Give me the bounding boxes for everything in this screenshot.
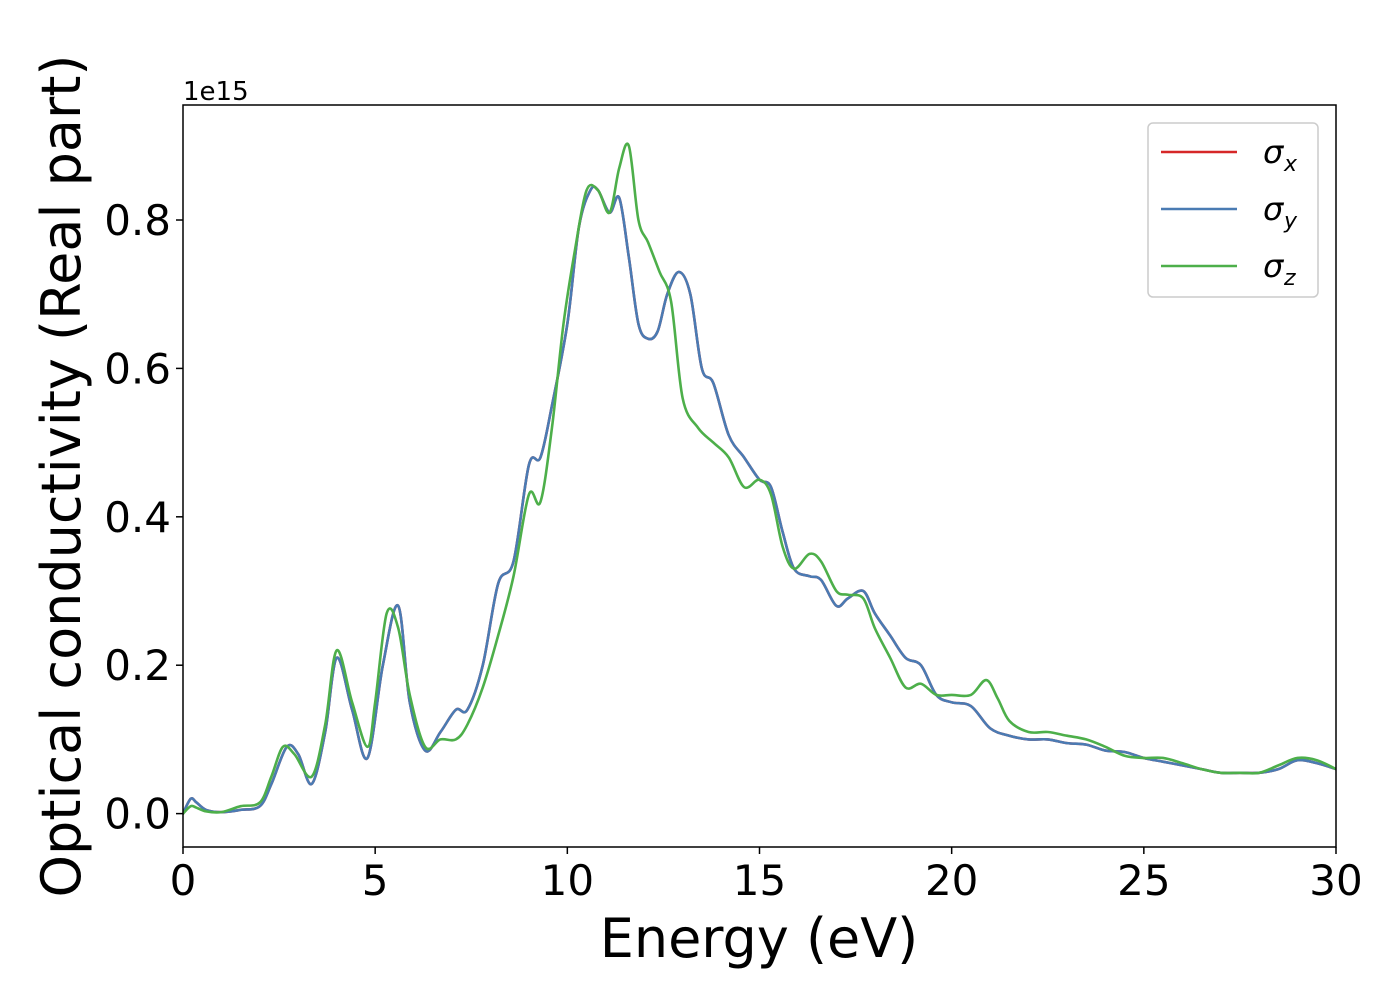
x-tick-label: 10 [541,856,594,905]
x-tick-label: 5 [362,856,389,905]
y-tick-label: 0.0 [104,790,171,839]
legend: σ xσ yσ z [1147,122,1319,298]
y-tick-label: 0.4 [104,493,171,542]
y-tick-label: 0.2 [104,641,171,690]
legend-subscript-y: y [1283,209,1298,234]
x-tick-label: 30 [1309,856,1362,905]
series-lines [183,142,1336,815]
y-axis-ticks: 0.0 0.2 0.4 0.6 0.8 [104,196,183,839]
x-axis-ticks: 0 5 10 15 20 25 30 [170,847,1363,905]
x-tick-label: 20 [925,856,978,905]
legend-subscript-x: x [1283,152,1298,177]
series-line-z [183,142,1336,815]
legend-label-y: σ [1263,190,1285,228]
x-axis-label: Energy (eV) [600,907,919,970]
y-tick-label: 0.8 [104,196,171,245]
y-axis-label: Optical conductivity (Real part) [30,55,93,898]
series-line-y [183,185,1336,815]
legend-subscript-z: z [1283,266,1296,291]
x-tick-label: 0 [170,856,197,905]
y-tick-label: 0.6 [104,344,171,393]
x-tick-label: 25 [1117,856,1170,905]
x-tick-label: 15 [733,856,786,905]
legend-label-z: σ [1263,247,1285,285]
legend-label-x: σ [1263,133,1285,171]
y-offset-label: 1e15 [183,77,249,107]
